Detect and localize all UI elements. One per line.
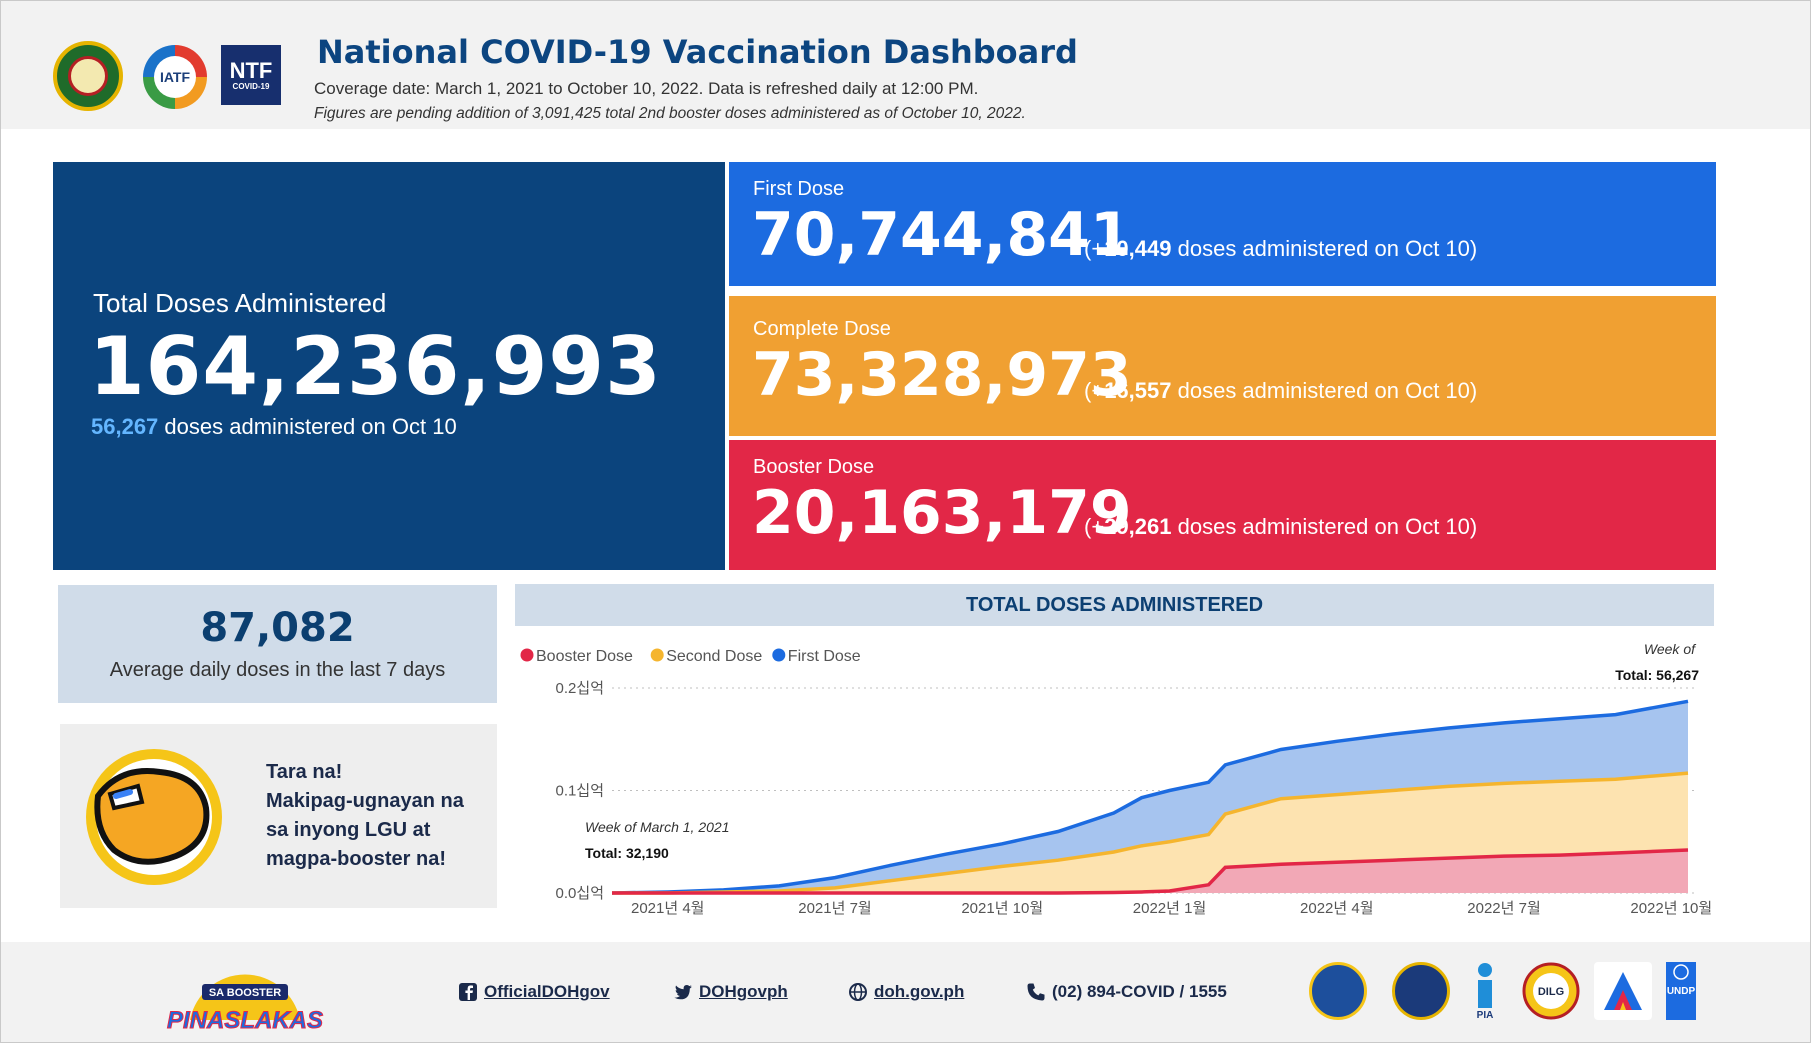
complete-dose-increment: (+16,557 doses administered on Oct 10) [1084, 378, 1478, 403]
y-tick-label: 0.2십억 [556, 680, 604, 697]
y-tick-label: 0.1십억 [556, 783, 604, 800]
phone-icon [1027, 983, 1045, 1001]
facebook-icon [459, 983, 477, 1001]
pia-text: PIA [1477, 1010, 1494, 1020]
badge-main-text: PINASLAKAS [167, 1007, 323, 1034]
average-daily-label: Average daily doses in the last 7 days [109, 659, 446, 681]
header: IATF NTF COVID-19 National COVID-19 Vacc… [1, 1, 1810, 129]
legend-label-booster-dose: Booster Dose [536, 648, 633, 665]
website-link[interactable]: doh.gov.ph [848, 982, 964, 1002]
twitter-icon [674, 985, 692, 1000]
iatf-logo: IATF [143, 45, 207, 109]
dilg-text: DILG [1538, 986, 1564, 998]
badge-top-text: SA BOOSTER [209, 987, 281, 999]
booster-promo-box: Tara na! Makipag-ugnayan na sa inyong LG… [60, 724, 497, 908]
coverage-subtitle: Coverage date: March 1, 2021 to October … [314, 79, 979, 98]
total-doses-panel: Total Doses Administered 164,236,993 56,… [53, 162, 725, 570]
legend-marker-booster-dose [520, 648, 534, 662]
complete-dose-panel: Complete Dose 73,328,973 (+16,557 doses … [729, 296, 1716, 436]
first-dose-value: 70,744,841 [752, 200, 1132, 270]
x-tick-label: 2021년 4월 [631, 900, 704, 917]
undp-logo: UNDP [1666, 962, 1696, 1020]
chart-title: TOTAL DOSES ADMINISTERED [965, 594, 1264, 616]
govph-seal [1392, 962, 1450, 1020]
total-daily-text: 56,267 doses administered on Oct 10 [91, 414, 457, 440]
booster-dose-value: 20,163,179 [752, 478, 1132, 548]
twitter-link[interactable]: DOHgovph [673, 982, 788, 1002]
first-dose-increment: (+10,449 doses administered on Oct 10) [1084, 236, 1478, 261]
average-daily-box: 87,082 Average daily doses in the last 7… [58, 585, 497, 703]
total-doses-value: 164,236,993 [89, 320, 662, 413]
x-tick-label: 2021년 7월 [798, 900, 871, 917]
pia-logo: PIA [1477, 963, 1494, 1020]
dilg-seal: DILG [1522, 962, 1580, 1020]
end-annotation-total: Total: 56,267 [1615, 667, 1699, 683]
promo-text: Tara na! Makipag-ugnayan na sa inyong LG… [266, 761, 464, 870]
booster-dose-label: Booster Dose [753, 456, 875, 478]
booster-dose-line [612, 848, 1689, 895]
y-tick-label: 0.0십억 [556, 885, 604, 902]
agency-logo [1594, 962, 1652, 1020]
complete-dose-label: Complete Dose [753, 318, 891, 340]
second-dose-line [612, 771, 1689, 895]
x-tick-label: 2022년 4월 [1300, 900, 1373, 917]
x-tick-label: 2021년 10월 [961, 900, 1043, 917]
pinaslakas-badge: SA BOOSTER PINASLAKAS [166, 974, 324, 1034]
x-tick-label: 2022년 1월 [1133, 900, 1206, 917]
first-dose-label: First Dose [753, 178, 845, 200]
legend-marker-first-dose [772, 648, 786, 662]
x-tick-label: 2022년 10월 [1630, 900, 1712, 917]
legend-label-first-dose: First Dose [788, 648, 861, 665]
flexed-arm-icon [86, 749, 222, 885]
total-doses-label: Total Doses Administered [93, 288, 387, 318]
pco-seal [1309, 962, 1367, 1020]
first-dose-line [611, 699, 1689, 895]
total-daily-suffix: doses administered on Oct 10 [164, 414, 457, 439]
first-dose-panel: First Dose 70,744,841 (+10,449 doses adm… [729, 162, 1716, 286]
doses-area-chart[interactable]: 0.0십억 0.1십억 0.2십억 2021년 4월 2021년 7월 2021년 10월… [515, 630, 1715, 930]
doh-seal-logo [53, 41, 123, 111]
ntf-logo: NTF COVID-19 [221, 45, 281, 105]
end-annotation-week: Week of [1644, 641, 1697, 657]
booster-dose-increment: (+29,261 doses administered on Oct 10) [1084, 514, 1478, 539]
page-title: National COVID-19 Vaccination Dashboard [317, 33, 1078, 71]
start-annotation-total: Total: 32,190 [585, 845, 669, 861]
undp-text: UNDP [1667, 986, 1696, 997]
footer [1, 942, 1810, 1042]
complete-dose-value: 73,328,973 [752, 340, 1132, 410]
facebook-link[interactable]: OfficialDOHgov [458, 982, 610, 1002]
booster-dose-panel: Booster Dose 20,163,179 (+29,261 doses a… [729, 440, 1716, 570]
legend-label-second-dose: Second Dose [666, 648, 762, 665]
globe-icon [849, 983, 867, 1001]
phone-link[interactable]: (02) 894-COVID / 1555 [1026, 982, 1227, 1002]
legend-marker-second-dose [650, 648, 664, 662]
chart-header: TOTAL DOSES ADMINISTERED [515, 584, 1714, 626]
x-tick-label: 2022년 7월 [1467, 900, 1540, 917]
total-daily-value: 56,267 [91, 414, 159, 439]
average-daily-value: 87,082 [200, 605, 355, 651]
booster-note: Figures are pending addition of 3,091,42… [314, 105, 1026, 122]
start-annotation-week: Week of March 1, 2021 [585, 819, 729, 835]
